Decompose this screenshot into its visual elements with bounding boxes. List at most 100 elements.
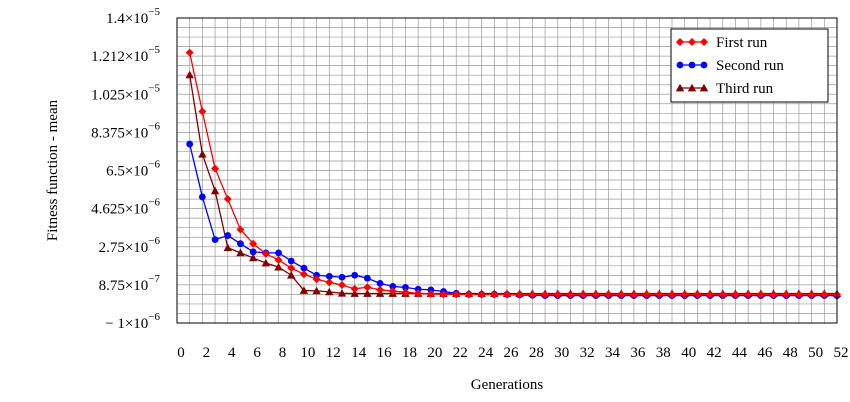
data-point (185, 48, 194, 57)
data-point (389, 283, 397, 290)
data-point (249, 248, 257, 256)
data-point (680, 290, 689, 299)
legend-marker (676, 61, 684, 69)
data-point (337, 289, 347, 297)
data-point (769, 290, 778, 299)
data-point (312, 275, 321, 284)
x-tick-label: 42 (707, 345, 722, 361)
data-point (363, 274, 371, 282)
data-point (300, 264, 308, 272)
data-point (210, 186, 220, 195)
x-tick-label: 20 (427, 345, 442, 361)
y-tick-label: 8.375×10−6 (91, 120, 160, 141)
data-point (223, 243, 232, 252)
legend-marker (676, 38, 684, 46)
legend-marker (675, 83, 685, 92)
data-point (782, 290, 791, 299)
data-point (261, 258, 271, 267)
x-tick-label: 50 (808, 345, 823, 361)
data-point (312, 286, 321, 295)
data-point (579, 290, 588, 299)
data-point (668, 290, 676, 299)
x-tick-label: 52 (834, 345, 849, 361)
data-point (325, 278, 334, 287)
x-tick-label: 48 (783, 345, 798, 361)
y-tick-label: − 1×10−6 (105, 311, 160, 332)
y-tick-label: 4.625×10−6 (91, 197, 160, 218)
data-point (338, 273, 346, 281)
data-point (503, 290, 511, 299)
data-point (224, 232, 232, 239)
data-point (553, 290, 562, 299)
data-point (198, 107, 207, 116)
data-point (261, 249, 270, 258)
data-point (794, 290, 803, 299)
legend-marker (687, 83, 697, 92)
legend-label: Second run (716, 58, 784, 74)
data-point (731, 290, 740, 299)
data-point (515, 290, 524, 299)
data-point (655, 290, 664, 299)
data-point (211, 236, 219, 244)
data-point (706, 290, 715, 299)
x-tick-label: 12 (326, 345, 341, 361)
data-point (287, 264, 296, 273)
series-1 (185, 48, 841, 299)
x-tick-label: 0 (177, 345, 185, 361)
y-tick-label: 1.4×10−5 (106, 6, 160, 27)
data-point (350, 289, 359, 297)
data-point (427, 286, 435, 294)
x-tick-label: 46 (757, 345, 773, 361)
data-point (236, 248, 245, 257)
data-point (236, 225, 245, 234)
grid-lines (177, 18, 837, 323)
data-point (198, 193, 206, 201)
data-point (401, 288, 410, 297)
legend-marker (688, 38, 696, 46)
x-tick-label: 28 (529, 345, 544, 361)
data-point (477, 290, 486, 299)
legend-item: Third run (675, 81, 774, 97)
x-tick-label: 8 (279, 345, 287, 361)
data-point (452, 290, 461, 299)
x-tick-label: 16 (377, 345, 393, 361)
data-point (642, 290, 651, 299)
series-line (189, 74, 837, 295)
data-point (186, 140, 194, 148)
data-point (223, 194, 232, 203)
x-tick-label: 34 (605, 345, 621, 361)
data-point (198, 150, 207, 158)
y-axis-label: Fitness function - mean (45, 99, 61, 241)
plot-frame (176, 17, 838, 324)
data-point (274, 255, 283, 264)
y-tick-label: 1.212×10−5 (91, 44, 160, 65)
data-point (414, 285, 422, 293)
data-point (237, 240, 244, 248)
x-axis-label: Generations (471, 377, 544, 393)
data-point (376, 279, 384, 287)
data-point (820, 290, 829, 299)
data-point (211, 164, 220, 173)
x-tick-label: 26 (504, 345, 520, 361)
data-point (414, 289, 423, 298)
y-tick-label: 2.75×10−6 (99, 235, 161, 256)
data-point (718, 290, 727, 299)
x-tick-label: 6 (253, 345, 261, 361)
data-point (388, 287, 397, 296)
x-tick-label: 24 (478, 345, 494, 361)
data-point (363, 289, 372, 297)
x-tick-label: 4 (228, 345, 236, 361)
data-point (351, 271, 359, 279)
data-point (338, 280, 346, 289)
legend-label: First run (716, 35, 768, 51)
legend-marker (700, 38, 708, 46)
x-tick-label: 18 (402, 345, 417, 361)
x-tick-label: 30 (554, 345, 569, 361)
series-line (189, 52, 837, 296)
legend-label: Third run (716, 81, 774, 97)
data-point (287, 271, 296, 279)
legend-marker (688, 61, 696, 69)
data-point (402, 284, 409, 291)
x-tick-label: 32 (580, 345, 595, 361)
data-point (185, 70, 194, 79)
